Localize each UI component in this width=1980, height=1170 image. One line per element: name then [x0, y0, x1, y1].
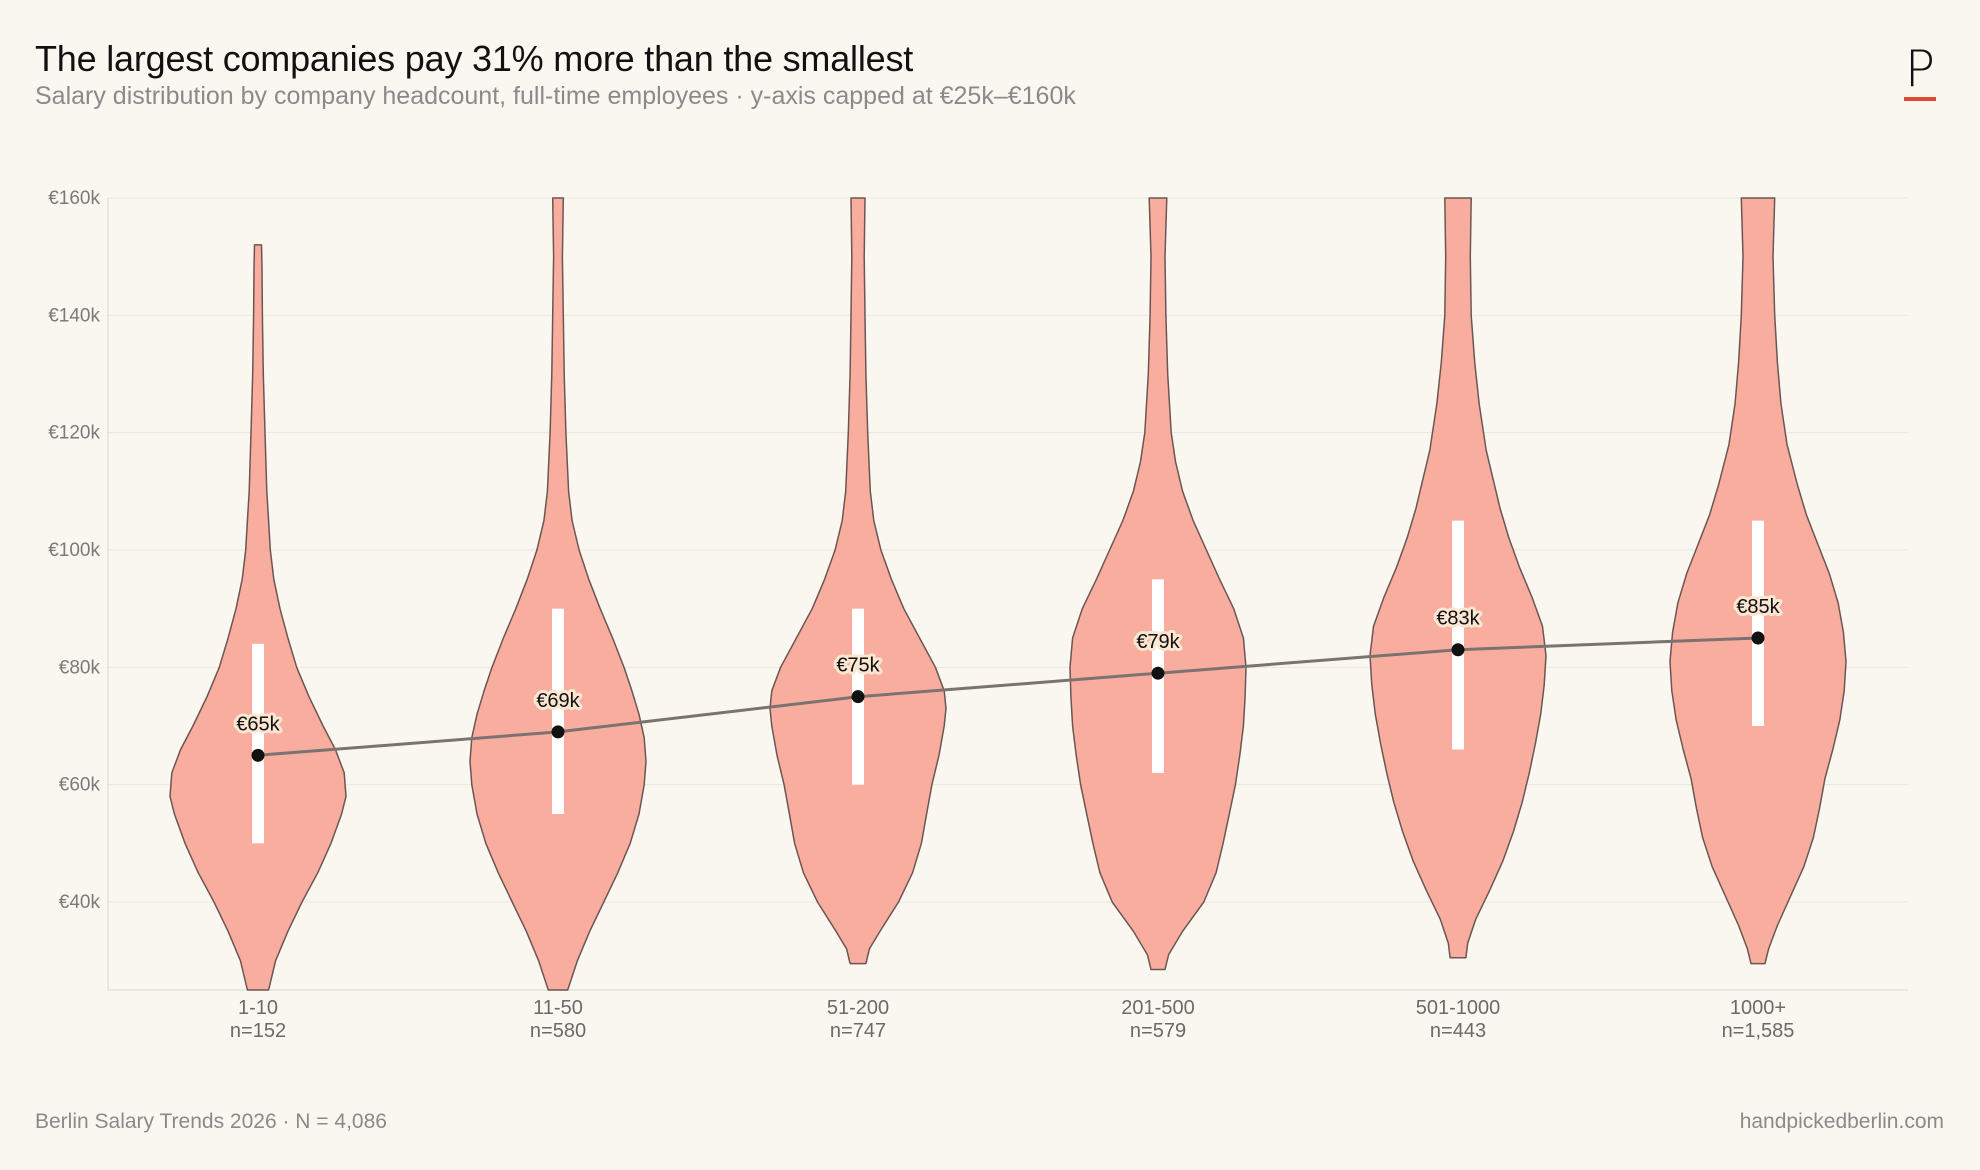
median-dot [1151, 666, 1165, 680]
y-tick-label: €40k [59, 892, 101, 913]
brand-logo[interactable]: P [1902, 44, 1938, 102]
median-value-label: €69k [536, 690, 580, 712]
logo-letter: P [1904, 40, 1936, 98]
median-value-label: €75k [836, 655, 880, 677]
y-tick-label: €100k [48, 540, 100, 561]
median-dot [551, 725, 565, 739]
median-dot [251, 748, 265, 762]
violin-shape [169, 244, 347, 991]
logo-underline [1904, 97, 1936, 101]
chart-title: The largest companies pay 31% more than … [35, 38, 914, 79]
x-category-label: 51-200 [827, 997, 889, 1019]
y-tick-label: €60k [59, 775, 101, 796]
y-tick-label: €80k [59, 657, 101, 678]
footer-source: Berlin Salary Trends 2026 · N = 4,086 [35, 1110, 387, 1133]
median-dot [851, 690, 865, 704]
y-tick-label: €120k [48, 423, 100, 444]
x-category-label: 11-50 [533, 997, 583, 1019]
iqr-bar [1752, 520, 1764, 726]
x-category-label: 1-10 [238, 997, 278, 1019]
x-count-label: n=579 [1130, 1020, 1186, 1042]
median-dot [1451, 643, 1465, 657]
iqr-bar [252, 643, 264, 844]
footer-website-link[interactable]: handpickedberlin.com [1739, 1110, 1944, 1133]
median-dot [1751, 631, 1765, 645]
median-value-label: €79k [1136, 631, 1180, 653]
violin-shape [769, 197, 947, 965]
median-trend-line [257, 636, 1759, 757]
violin-shape [469, 197, 647, 991]
x-count-label: n=443 [1430, 1020, 1486, 1042]
iqr-bar [552, 608, 564, 814]
y-tick-label: €140k [48, 305, 100, 326]
x-count-label: n=152 [230, 1020, 286, 1042]
iqr-bar [1452, 520, 1464, 750]
median-value-label: €83k [1436, 608, 1480, 630]
median-value-label: €85k [1736, 596, 1780, 618]
x-category-label: 201-500 [1121, 997, 1194, 1019]
y-tick-label: €160k [48, 188, 100, 209]
x-count-label: n=1,585 [1722, 1020, 1795, 1042]
x-count-label: n=580 [530, 1020, 586, 1042]
x-category-label: 501-1000 [1416, 997, 1501, 1019]
x-count-label: n=747 [830, 1020, 886, 1042]
x-category-label: 1000+ [1730, 997, 1786, 1019]
median-value-label: €65k [236, 713, 280, 735]
chart-subtitle: Salary distribution by company headcount… [35, 82, 1076, 110]
